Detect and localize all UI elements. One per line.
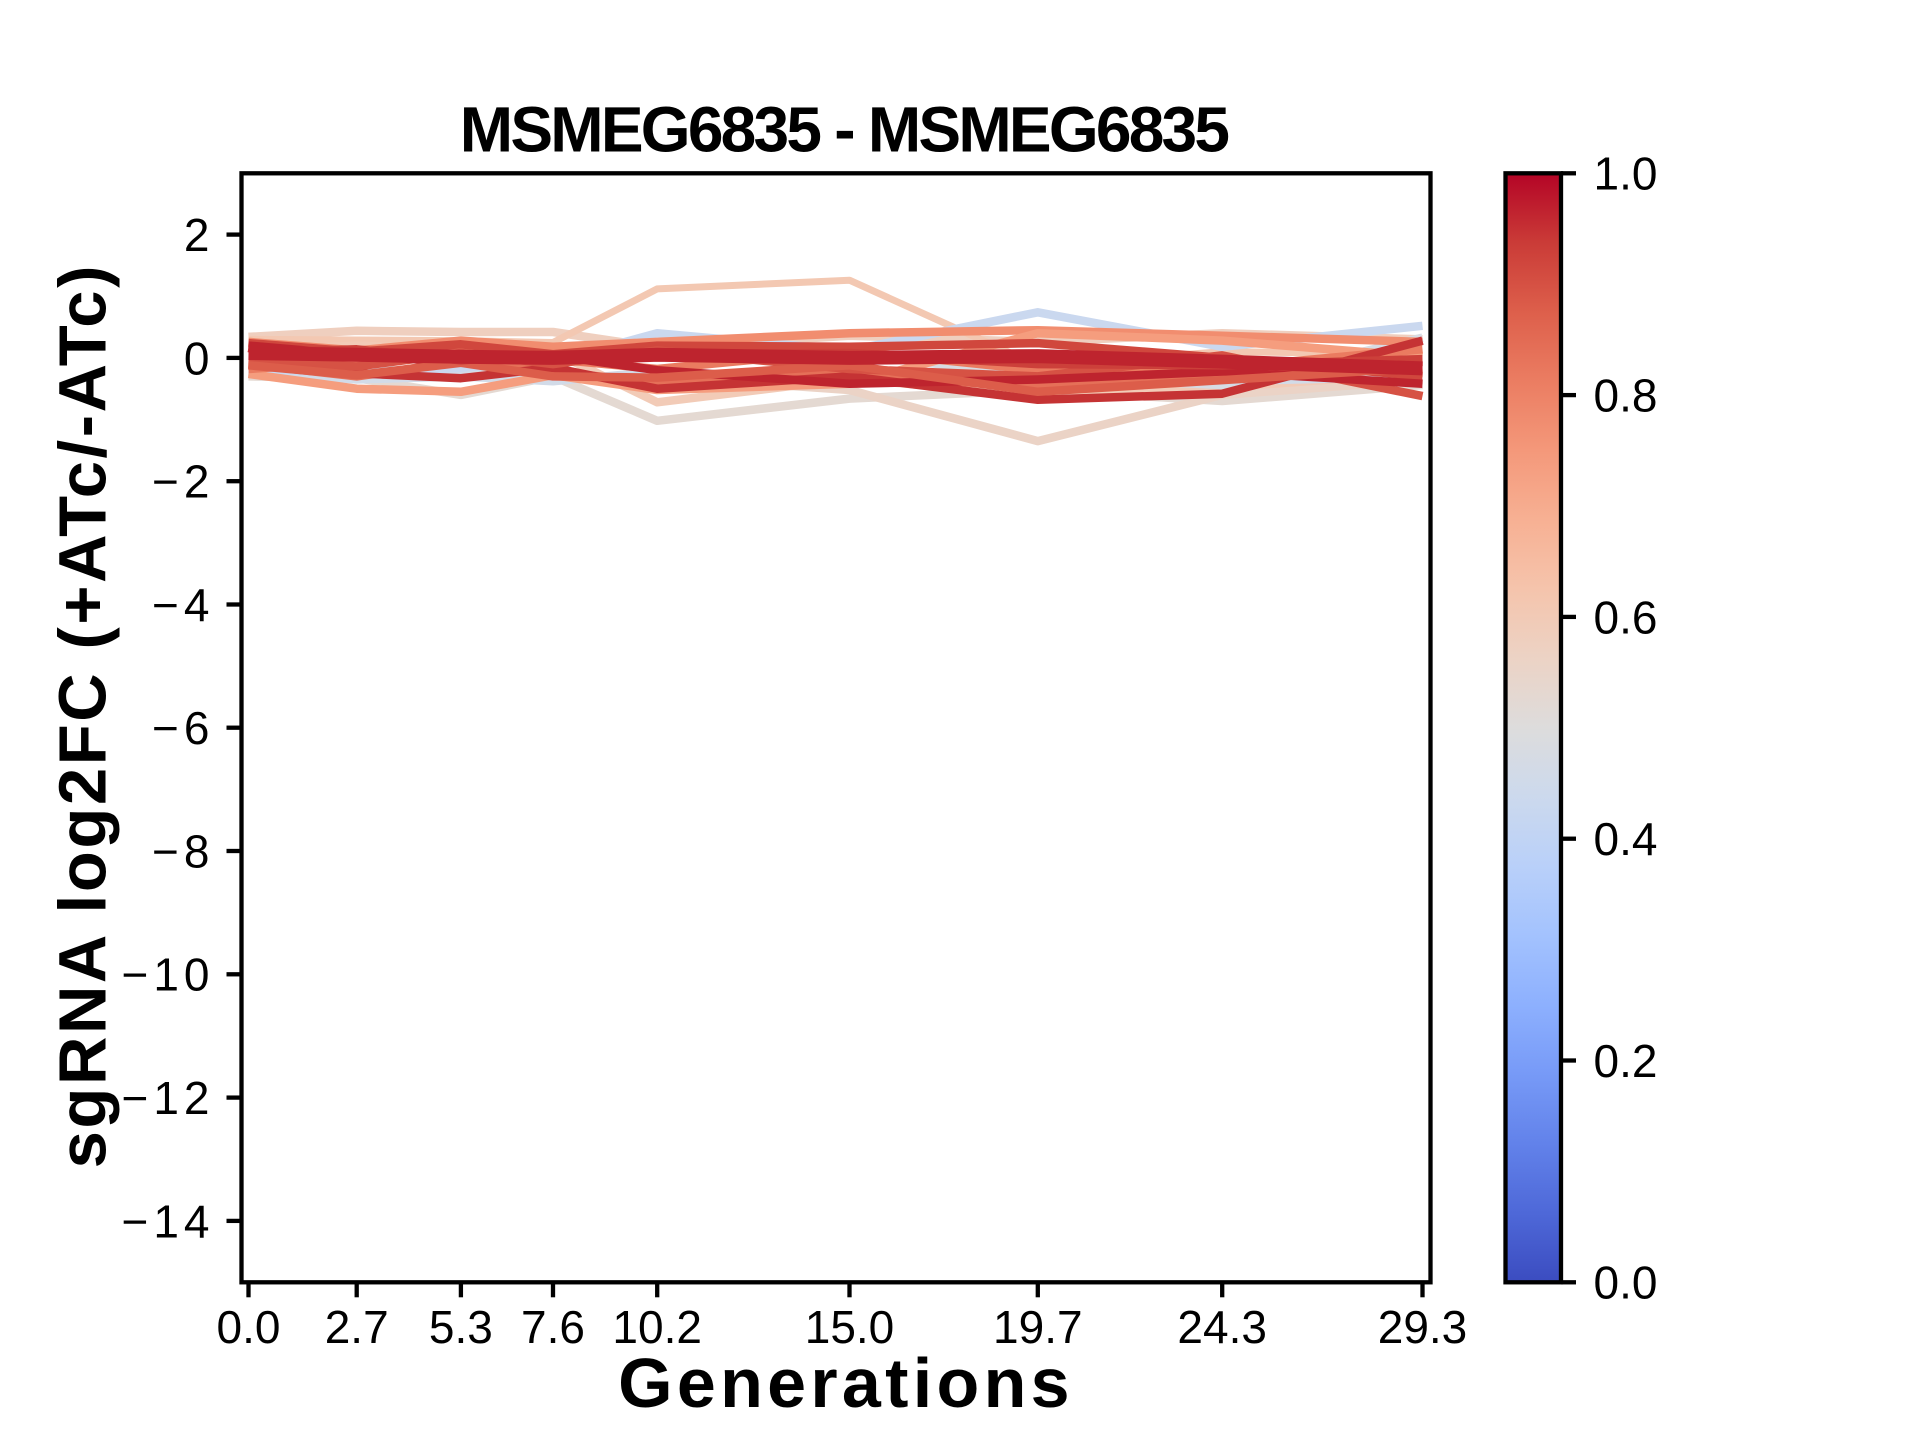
svg-text:MSMEG6835 - MSMEG6835: MSMEG6835 - MSMEG6835 (460, 94, 1229, 166)
svg-text:19.7: 19.7 (993, 1301, 1083, 1353)
svg-text:−8: −8 (152, 825, 214, 877)
svg-text:−2: −2 (152, 456, 214, 508)
svg-text:24.3: 24.3 (1177, 1301, 1267, 1353)
svg-text:Generations: Generations (618, 1344, 1074, 1422)
svg-text:0: 0 (184, 332, 210, 384)
svg-text:2.7: 2.7 (325, 1301, 389, 1353)
svg-text:−6: −6 (152, 702, 214, 754)
svg-text:0.2: 0.2 (1594, 1035, 1658, 1087)
svg-text:7.6: 7.6 (521, 1301, 585, 1353)
svg-text:−10: −10 (121, 949, 214, 1001)
svg-text:0.0: 0.0 (217, 1301, 281, 1353)
svg-text:15.0: 15.0 (805, 1301, 895, 1353)
svg-text:0.0: 0.0 (1594, 1257, 1658, 1309)
svg-text:−12: −12 (121, 1072, 214, 1124)
svg-text:sgRNA log2FC (+ATc/-ATc): sgRNA log2FC (+ATc/-ATc) (45, 263, 120, 1168)
svg-text:10.2: 10.2 (612, 1301, 702, 1353)
svg-text:1.0: 1.0 (1594, 148, 1658, 200)
svg-text:5.3: 5.3 (429, 1301, 493, 1353)
svg-text:0.8: 0.8 (1594, 370, 1658, 422)
svg-text:−4: −4 (152, 579, 214, 631)
svg-text:29.3: 29.3 (1378, 1301, 1468, 1353)
svg-text:−14: −14 (121, 1195, 214, 1247)
svg-text:0.4: 0.4 (1594, 813, 1658, 865)
svg-text:0.6: 0.6 (1594, 591, 1658, 643)
svg-text:2: 2 (184, 209, 210, 261)
